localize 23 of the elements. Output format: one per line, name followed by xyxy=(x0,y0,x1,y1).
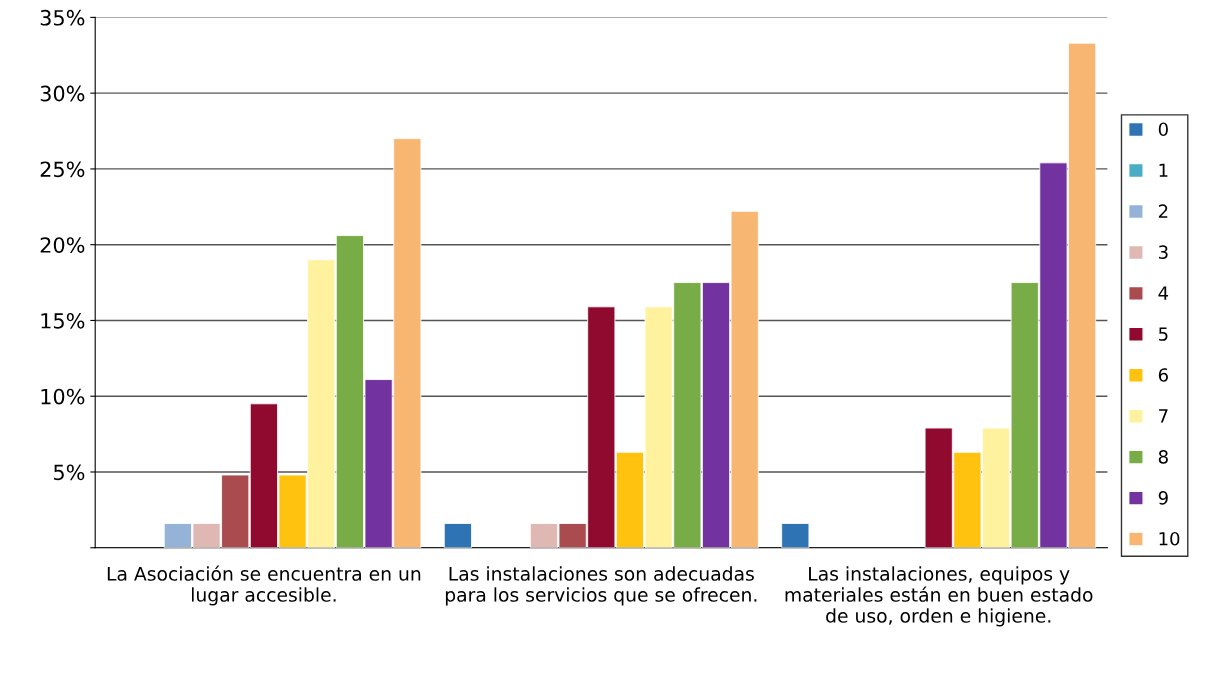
legend-label: 7 xyxy=(1159,409,1168,423)
y-tick-label: 20% xyxy=(40,237,85,253)
legend-label: 4 xyxy=(1158,286,1169,300)
legend-label: 3 xyxy=(1158,245,1168,259)
bar xyxy=(443,523,472,548)
legend-label: 5 xyxy=(1158,327,1168,341)
legend-label: 10 xyxy=(1159,531,1180,546)
x-tick-label: La Asociación se encuentra en un lugar accesible. xyxy=(107,565,421,606)
legend-label: 6 xyxy=(1158,368,1168,382)
y-tick-label: 30% xyxy=(40,85,85,102)
y-tick-label: 10% xyxy=(41,388,85,405)
legend-label: 8 xyxy=(1158,450,1168,464)
y-tick-label: 25% xyxy=(40,161,85,178)
legend-label: 2 xyxy=(1158,204,1168,218)
legend-label: 0 xyxy=(1158,122,1168,137)
legend-label: 9 xyxy=(1158,490,1168,505)
legend-label: 1 xyxy=(1159,163,1168,177)
bar xyxy=(781,523,810,548)
y-tick-label: 15% xyxy=(41,312,85,329)
x-tick-label: Las instalaciones son adecuadas para los servicios que se ofrecen. xyxy=(445,566,757,606)
y-tick-label: 35% xyxy=(40,9,85,26)
x-tick-label: Las instalaciones, equipos y materiales están en buen estado de uso, orden e higiene. xyxy=(785,566,1093,627)
y-tick-label: 5% xyxy=(54,464,85,481)
